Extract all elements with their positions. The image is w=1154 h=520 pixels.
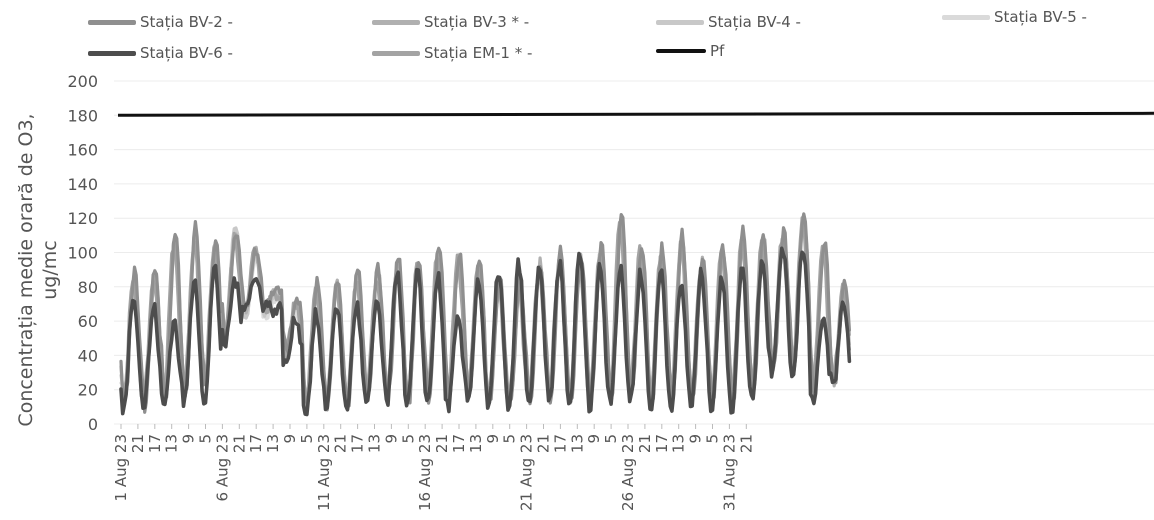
x-tick-label: 5 [197, 434, 215, 444]
x-tick-label: 21 [230, 434, 248, 453]
x-tick-label: 17 [146, 434, 164, 453]
y-tick-label: 160 [67, 141, 98, 160]
x-tick-label: 31 Aug 23 [720, 434, 738, 511]
y-tick-label: 200 [67, 72, 98, 91]
x-tick-label: 6 Aug 23 [213, 434, 231, 501]
y-tick-label: 60 [78, 312, 98, 331]
y-tick-label: 100 [67, 244, 98, 263]
x-tick-label: 9 [281, 434, 299, 444]
x-tick-label: 17 [450, 434, 468, 453]
x-tick-label: 9 [687, 434, 705, 444]
y-tick-label: 80 [78, 278, 98, 297]
x-tick-label: 21 [737, 434, 755, 453]
x-tick-label: 21 Aug 23 [518, 434, 536, 511]
y-tick-label: 20 [78, 381, 98, 400]
y-tick-label: 120 [67, 209, 98, 228]
x-tick-label: 5 [399, 434, 417, 444]
x-tick-label: 21 [433, 434, 451, 453]
x-tick-label: 13 [467, 434, 485, 453]
x-tick-label: 9 [382, 434, 400, 444]
x-tick-label: 5 [602, 434, 620, 444]
x-tick-label: 21 [535, 434, 553, 453]
x-tick-label: 21 [129, 434, 147, 453]
x-tick-label: 26 Aug 23 [619, 434, 637, 511]
x-tick-label: 21 [332, 434, 350, 453]
y-tick-label: 0 [88, 415, 98, 434]
series-line-pf [118, 113, 1154, 115]
x-tick-label: 13 [670, 434, 688, 453]
y-tick-label: 40 [78, 346, 98, 365]
y-tick-label: 180 [67, 106, 98, 125]
x-tick-label: 5 [704, 434, 722, 444]
y-tick-label: 140 [67, 175, 98, 194]
x-tick-label: 1 Aug 23 [112, 434, 130, 501]
x-tick-label: 17 [653, 434, 671, 453]
x-tick-label: 5 [298, 434, 316, 444]
x-tick-label: 9 [484, 434, 502, 444]
x-tick-label: 17 [349, 434, 367, 453]
x-tick-label: 11 Aug 23 [315, 434, 333, 511]
x-tick-label: 13 [163, 434, 181, 453]
x-tick-label: 21 [636, 434, 654, 453]
x-tick-label: 5 [501, 434, 519, 444]
x-tick-label: 13 [568, 434, 586, 453]
x-tick-label: 9 [180, 434, 198, 444]
x-tick-label: 9 [585, 434, 603, 444]
x-tick-label: 17 [247, 434, 265, 453]
x-tick-label: 17 [551, 434, 569, 453]
x-tick-label: 13 [366, 434, 384, 453]
x-tick-label: 16 Aug 23 [416, 434, 434, 511]
x-tick-label: 13 [264, 434, 282, 453]
